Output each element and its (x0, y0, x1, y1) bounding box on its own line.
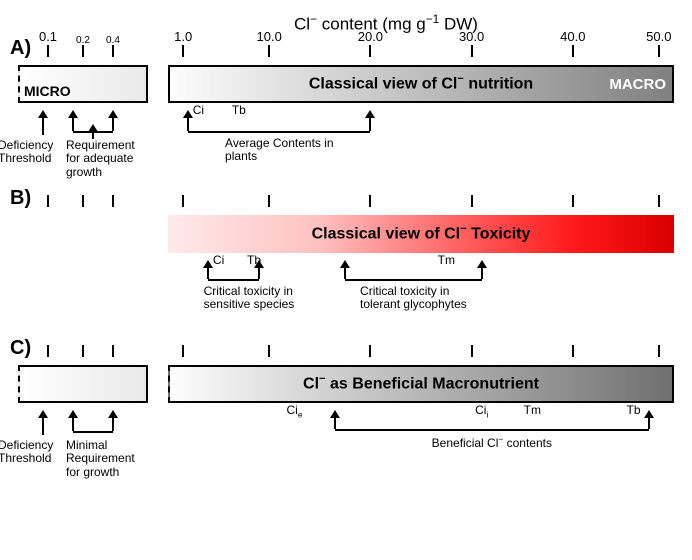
arrow-up-icon (42, 117, 44, 135)
tick (82, 345, 84, 357)
axis-marker: Tm (524, 403, 541, 417)
arrow-up-icon (112, 117, 114, 131)
bracket-bar (345, 279, 482, 281)
arrow-up-icon (258, 267, 260, 279)
tick (82, 45, 84, 57)
panel-b-markers: CiTbTm (168, 253, 674, 267)
tick (268, 195, 270, 207)
tick-label: 1.0 (174, 29, 192, 44)
tick (182, 345, 184, 357)
panel-a: A) 0.10.20.4 MICRO DeficiencyThresholdRe… (18, 37, 674, 173)
axis-marker: Ci (193, 103, 204, 117)
tick (182, 45, 184, 57)
panel-c-left-ticks (18, 337, 148, 365)
panel-a-markers: Ci Tb (168, 103, 674, 117)
tick (572, 45, 574, 57)
annotation-text: Critical toxicity insensitive species (204, 285, 295, 313)
panel-c-right-arrows: Beneficial Cl− contents (168, 417, 674, 473)
panel-b-left-ticks (18, 187, 148, 215)
bracket-bar (335, 429, 649, 431)
arrow-up-icon (72, 417, 74, 431)
tick (112, 345, 114, 357)
annotation-text: Average Contents inplants (225, 137, 334, 165)
panel-a-right-bar: Classical view of Cl− nutrition MACRO (168, 65, 674, 103)
tick-label: 0.2 (76, 35, 90, 46)
panel-a-title: Classical view of Cl− nutrition (170, 73, 672, 93)
panel-c-right-bar: Cl− as Beneficial Macronutrient (168, 365, 674, 403)
arrow-up-icon (369, 117, 371, 131)
tick (112, 45, 114, 57)
tick-label: 30.0 (459, 29, 484, 44)
tick (471, 45, 473, 57)
annotation-text: Requirementfor adequategrowth (66, 139, 135, 180)
micro-label: MICRO (24, 83, 71, 99)
tick (471, 345, 473, 357)
left-scale-ticks: 0.10.20.4 (18, 37, 148, 65)
tick (112, 195, 114, 207)
panel-b: B) Classical view of Cl− Toxicity CiTbTm… (18, 187, 674, 323)
arrow-up-icon (207, 267, 209, 279)
tick (82, 195, 84, 207)
right-scale-ticks: 1.010.020.030.040.050.0 (168, 37, 674, 65)
panel-b-title: Classical view of Cl− Toxicity (168, 223, 674, 243)
bracket-bar (208, 279, 259, 281)
arrow-up-icon (42, 417, 44, 435)
axis-marker: Tm (438, 253, 455, 267)
panel-c-left-bar (18, 365, 148, 403)
panel-a-right-arrows: Average Contents inplants (168, 117, 674, 173)
panel-a-left-bar: MICRO (18, 65, 148, 103)
tick (369, 195, 371, 207)
tick (47, 45, 49, 57)
axis-marker: Tb (232, 103, 246, 117)
tick (369, 45, 371, 57)
annotation-text: Beneficial Cl− contents (432, 435, 552, 451)
panel-b-right-arrows: Critical toxicity insensitive species Cri… (168, 267, 674, 323)
panel-a-left-arrows: DeficiencyThresholdRequirementfor adequa… (18, 117, 148, 173)
tick (182, 195, 184, 207)
panel-c: C) DeficiencyThresholdMinimalRequirement… (18, 337, 674, 473)
bracket-bar (188, 131, 370, 133)
tick-label: 50.0 (646, 29, 671, 44)
arrow-up-icon (112, 417, 114, 431)
arrow-up-icon (648, 417, 650, 429)
tick (572, 195, 574, 207)
tick-label: 0.1 (39, 29, 57, 44)
arrow-up-icon (334, 417, 336, 429)
panel-c-title: Cl− as Beneficial Macronutrient (170, 373, 672, 393)
tick-label: 0.4 (106, 35, 120, 46)
annotation-text: DeficiencyThreshold (0, 439, 53, 467)
macro-label: MACRO (609, 76, 666, 93)
tick-label: 10.0 (257, 29, 282, 44)
panel-b-right-ticks (168, 187, 674, 215)
tick (658, 45, 660, 57)
arrow-up-icon (72, 117, 74, 131)
tick (268, 345, 270, 357)
axis-marker: Tb (627, 403, 641, 417)
axis-marker: Ci (213, 253, 224, 267)
tick (268, 45, 270, 57)
tick (658, 345, 660, 357)
annotation-text: DeficiencyThreshold (0, 139, 53, 167)
annotation-text: MinimalRequirementfor growth (66, 439, 135, 480)
arrow-up-icon (187, 117, 189, 131)
tick (658, 195, 660, 207)
tick (47, 195, 49, 207)
arrow-up-icon (344, 267, 346, 279)
bracket-bar (73, 431, 113, 433)
tick (572, 345, 574, 357)
annotation-text: Critical toxicity intolerant glycophytes (360, 285, 467, 313)
panel-c-right-ticks (168, 337, 674, 365)
tick-label: 40.0 (560, 29, 585, 44)
tick (369, 345, 371, 357)
tick (47, 345, 49, 357)
arrow-up-icon (481, 267, 483, 279)
panel-c-left-arrows: DeficiencyThresholdMinimalRequirementfor… (18, 417, 148, 473)
panel-c-markers: CieCiiTmTb (168, 403, 674, 417)
tick (471, 195, 473, 207)
tick-label: 20.0 (358, 29, 383, 44)
panel-b-right-bar: Classical view of Cl− Toxicity (168, 215, 674, 253)
